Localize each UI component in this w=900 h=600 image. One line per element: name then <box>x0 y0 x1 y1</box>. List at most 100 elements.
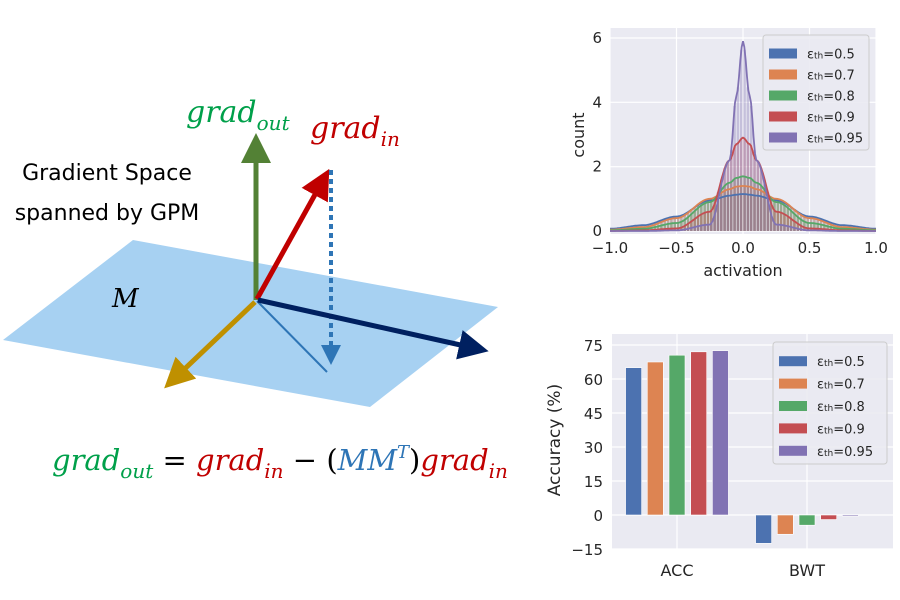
histogram-bar <box>753 150 756 231</box>
histogram-bar <box>753 157 756 231</box>
histogram-bar <box>716 198 720 231</box>
histogram-bar <box>696 204 700 231</box>
basis-vector-arrow-right <box>257 297 489 360</box>
projected-gradient-line <box>256 300 328 373</box>
x-tick-label: BWT <box>789 561 825 580</box>
histogram-bar <box>676 222 680 231</box>
histogram-bar <box>736 186 740 231</box>
histogram-bar <box>680 216 683 231</box>
histogram-bar <box>733 187 736 231</box>
histogram-bar <box>723 185 726 231</box>
legend-label: εth=0.95 <box>817 445 873 460</box>
density-curve <box>610 193 876 230</box>
histogram-bar <box>743 176 746 231</box>
histogram-bar <box>773 201 776 231</box>
histogram-bar <box>713 214 716 231</box>
histogram-bar <box>746 186 750 231</box>
histogram-bar <box>786 204 790 231</box>
histogram-bar <box>786 204 790 231</box>
bar <box>690 351 707 516</box>
y-tick-label: −15 <box>571 541 603 559</box>
histogram-bar <box>739 176 743 231</box>
histogram-bar <box>759 185 763 231</box>
histogram-bar <box>749 187 753 231</box>
histogram-bar <box>710 200 713 231</box>
subspace-plane <box>3 240 498 407</box>
histogram-bar <box>706 202 710 231</box>
histogram-bar <box>666 223 670 231</box>
y-tick-label: 4 <box>592 93 602 111</box>
histogram-bar <box>726 189 730 231</box>
histogram-bar <box>683 225 686 231</box>
grad-out-label: gradout <box>186 95 291 135</box>
histogram-bar <box>696 207 700 231</box>
density-curve <box>609 175 877 232</box>
histogram-bar <box>730 150 733 231</box>
histogram-bar <box>756 183 760 231</box>
histogram-bar <box>736 177 740 231</box>
histogram-bar <box>809 218 813 231</box>
y-tick-label: 6 <box>592 29 602 47</box>
legend-label: εth=0.8 <box>817 400 865 415</box>
histogram-bar <box>763 192 766 231</box>
histogram-bar <box>789 227 793 231</box>
legend-box <box>772 341 888 465</box>
plane-label: M <box>111 284 140 314</box>
histogram-bar <box>749 146 753 231</box>
bar <box>647 361 664 516</box>
y-tick-label: 2 <box>592 158 602 176</box>
histogram-bar <box>723 190 726 231</box>
y-tick-label: 0 <box>592 222 602 240</box>
x-tick-label: −1.0 <box>592 239 628 257</box>
histogram-bar <box>786 226 790 231</box>
histogram-bar <box>813 218 816 231</box>
histogram-bar <box>823 221 826 231</box>
histogram-bar <box>706 200 710 231</box>
histogram-bar <box>783 214 786 231</box>
histogram-bar <box>723 196 726 231</box>
histogram-bar <box>783 202 786 231</box>
histogram-bar <box>736 194 740 231</box>
accuracy-bar-chart: −15 0 15 30 45 60 75 ACC BWT Accuracy (%) εth=0.5 ε… <box>545 334 893 580</box>
histogram-bar <box>809 223 813 231</box>
histogram-bar <box>686 228 690 231</box>
histogram-bar <box>700 201 703 231</box>
histogram-bar <box>749 105 753 231</box>
histogram-bar <box>819 220 823 231</box>
y-tick-label: 30 <box>584 439 603 457</box>
histogram-bar <box>733 178 736 231</box>
x-tick-label: 0.5 <box>798 239 822 257</box>
histogram-bar <box>779 203 783 231</box>
histogram-bar <box>720 197 723 231</box>
legend-swatch <box>769 48 797 59</box>
histogram-bar <box>773 223 776 231</box>
histogram-bar <box>759 196 763 231</box>
histogram-bar <box>759 190 763 231</box>
histogram-bar <box>683 215 686 231</box>
histogram-bar <box>779 212 783 231</box>
histogram-bar <box>670 218 673 231</box>
histogram-bar <box>793 221 796 231</box>
histogram-bar <box>763 179 766 231</box>
histogram-bar <box>663 224 667 231</box>
density-curve <box>610 136 876 232</box>
legend-label: εth=0.7 <box>807 69 855 84</box>
histogram-bar <box>766 192 770 231</box>
histogram-bar <box>733 146 736 231</box>
histogram-bar <box>803 215 806 231</box>
histogram-bar <box>766 200 770 231</box>
histogram-bar <box>796 223 800 231</box>
histogram-bar <box>716 194 720 231</box>
histogram-bar <box>756 195 760 231</box>
histogram-bar <box>710 198 713 231</box>
histogram-bar <box>720 190 723 231</box>
histogram-bar <box>706 211 710 231</box>
histogram-bar <box>806 217 809 231</box>
histogram-bar <box>703 212 706 231</box>
histogram-bar <box>766 198 770 231</box>
x-tick-label: 1.0 <box>864 239 888 257</box>
histogram-bar <box>786 207 790 231</box>
density-curve <box>610 185 876 231</box>
bar <box>798 514 816 526</box>
